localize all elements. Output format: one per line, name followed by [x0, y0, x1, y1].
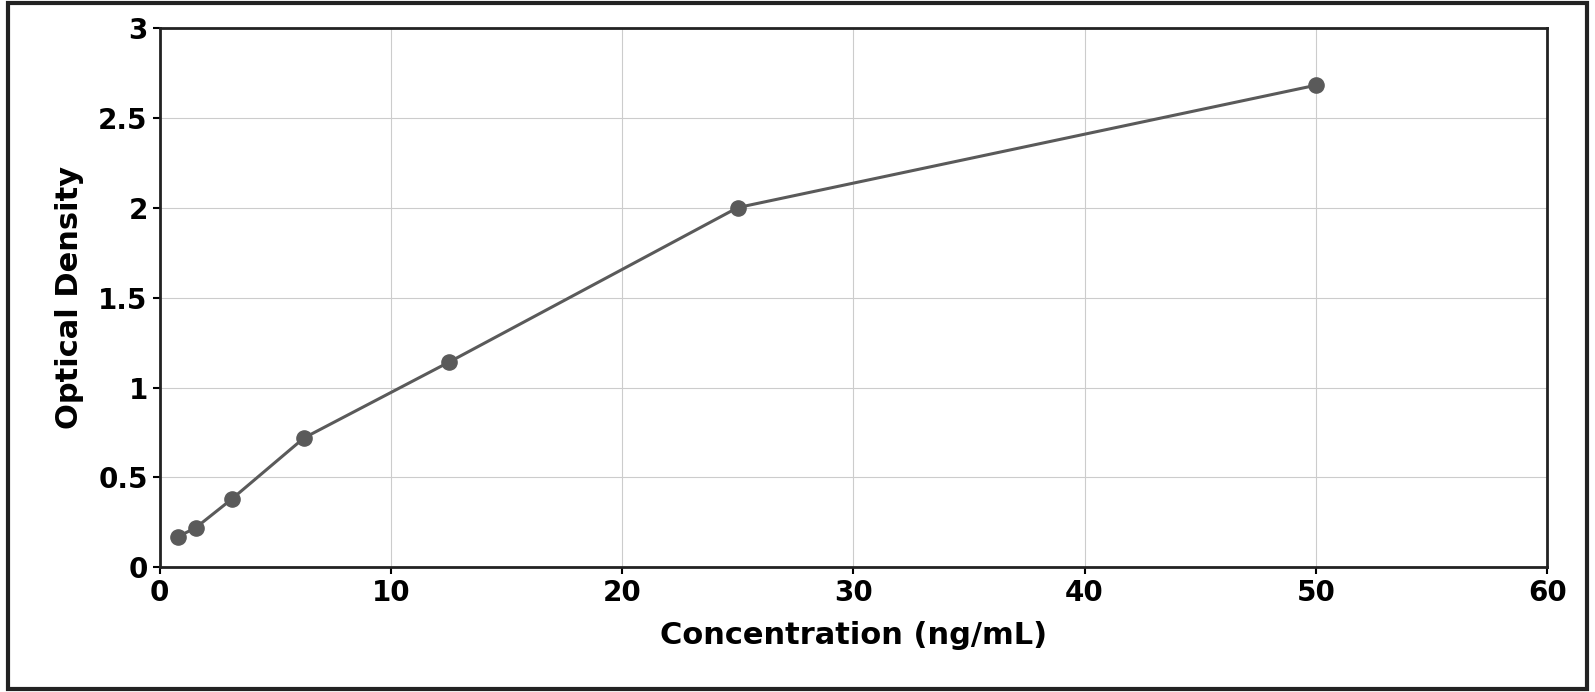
Point — [1303, 80, 1329, 91]
Point — [164, 531, 190, 543]
Point — [724, 202, 751, 213]
X-axis label: Concentration (ng/mL): Concentration (ng/mL) — [660, 621, 1046, 650]
Point — [183, 522, 209, 534]
Point — [219, 493, 244, 504]
Y-axis label: Optical Density: Optical Density — [56, 166, 85, 429]
Point — [292, 432, 317, 444]
Point — [435, 357, 461, 368]
